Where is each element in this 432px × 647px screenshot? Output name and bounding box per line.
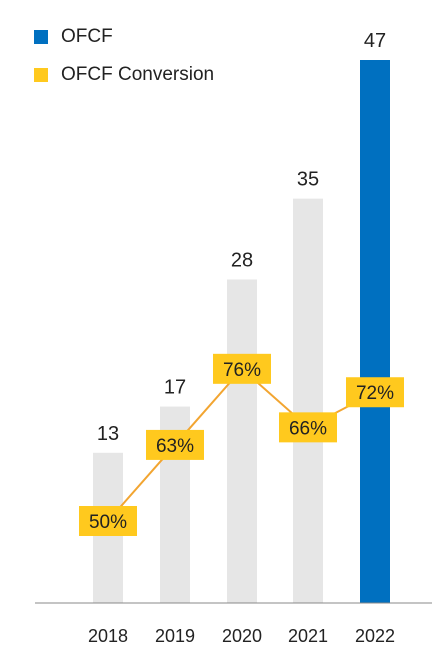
legend-label-ofcf-conversion: OFCF Conversion <box>61 64 215 85</box>
legend-item-ofcf-conversion: OFCF Conversion <box>34 64 214 86</box>
ofcf-value-label-2019: 17 <box>164 377 186 399</box>
conversion-label-box-2020 <box>213 353 271 384</box>
ofcf-value-label-2022: 47 <box>364 30 386 52</box>
ofcf-bar-2022 <box>360 60 390 603</box>
conversion-value-label-2021: 66% <box>289 418 327 439</box>
ofcf-value-label-2020: 28 <box>231 250 253 272</box>
x-tick-label-2022: 2022 <box>355 626 395 646</box>
conversion-value-label-2019: 63% <box>156 436 194 457</box>
conversion-value-label-2020: 76% <box>223 360 261 381</box>
ofcf-bar-2021 <box>293 198 323 603</box>
ofcf-swatch-icon <box>34 30 48 44</box>
ofcf-value-label-2021: 35 <box>297 169 319 191</box>
chart-legend: OFCF OFCF Conversion <box>34 26 214 102</box>
x-tick-label-2021: 2021 <box>288 626 328 646</box>
conversion-value-label-2018: 50% <box>89 512 127 533</box>
conversion-label-box-2021 <box>279 412 337 443</box>
legend-label-ofcf: OFCF <box>61 26 113 47</box>
ofcf-value-label-2018: 13 <box>97 423 119 445</box>
conversion-label-box-2019 <box>146 429 204 460</box>
conversion-label-box-2018 <box>79 506 137 536</box>
x-tick-label-2019: 2019 <box>155 626 195 646</box>
conversion-value-label-2022: 72% <box>356 383 394 404</box>
ofcf-bar-2020 <box>227 279 257 603</box>
legend-item-ofcf: OFCF <box>34 26 214 48</box>
x-tick-label-2020: 2020 <box>222 626 262 646</box>
conversion-label-box-2022 <box>346 377 404 408</box>
x-tick-label-2018: 2018 <box>88 626 128 646</box>
ofcf-conversion-swatch-icon <box>34 68 48 82</box>
